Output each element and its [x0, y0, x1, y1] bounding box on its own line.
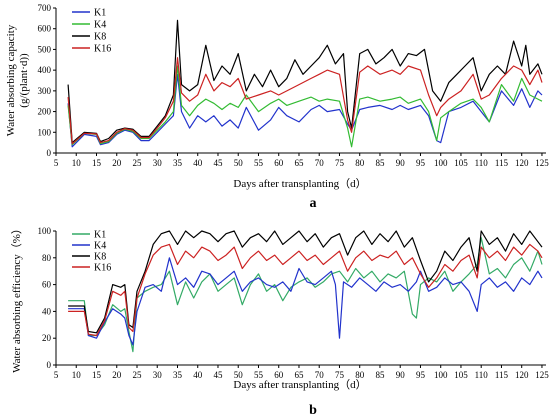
x-tick-label: 85 [375, 158, 385, 168]
x-tick-label: 120 [515, 158, 529, 168]
x-tick-label: 105 [454, 158, 468, 168]
panel-b-axes: 0 20 40 60 80 100 5 10 15 20 25 30 35 40 45 50 55 60 65 70 7… [38, 226, 550, 380]
legend-label-k16: K16 [94, 263, 111, 274]
series-line-k8 [67, 19, 543, 144]
x-tick-label: 50 [234, 158, 244, 168]
series-line-k4 [68, 257, 543, 346]
x-tick-label: 95 [416, 370, 426, 380]
legend-label-k4: K4 [94, 241, 106, 252]
y-tick-label: 200 [38, 107, 52, 117]
x-tick-label: 70 [315, 370, 325, 380]
x-tick-label: 15 [92, 158, 102, 168]
x-tick-label: 25 [132, 370, 142, 380]
panel-b-label: b [309, 403, 317, 418]
x-tick-label: 60 [274, 158, 284, 168]
x-tick-label: 25 [132, 158, 142, 168]
x-tick-label: 30 [153, 158, 163, 168]
x-tick-label: 45 [213, 370, 223, 380]
y-tick-label: 20 [42, 333, 52, 343]
x-tick-label: 90 [396, 370, 406, 380]
x-tick-label: 15 [92, 370, 102, 380]
series-line-k4 [67, 65, 543, 148]
x-tick-label: 60 [274, 370, 284, 380]
x-tick-label: 85 [375, 370, 385, 380]
legend-label-k4: K4 [94, 20, 106, 31]
x-tick-label: 125 [535, 370, 549, 380]
panel-a-series [67, 19, 543, 148]
x-tick-label: 90 [396, 158, 406, 168]
legend-label-k1: K1 [94, 230, 106, 241]
series-line-k8 [68, 230, 543, 334]
x-tick-label: 75 [335, 158, 345, 168]
x-tick-label: 10 [72, 158, 82, 168]
x-tick-label: 30 [153, 370, 163, 380]
series-line-k16 [68, 243, 543, 337]
y-tick-label: 100 [38, 226, 52, 236]
x-tick-label: 45 [213, 158, 223, 168]
x-tick-label: 105 [454, 370, 468, 380]
legend-label-k16: K16 [94, 44, 111, 55]
legend-label-k8: K8 [94, 32, 106, 43]
y-tick-label: 500 [38, 44, 52, 54]
series-line-k1 [67, 73, 543, 148]
panel-a-label: a [310, 196, 317, 211]
panel-a-axes: 0 100 200 300 400 500 600 700 5 10 15 20 25 30 35 40 45 5… [38, 3, 550, 168]
panel-a: 0 100 200 300 400 500 600 700 5 10 15 20 25 30 35 40 45 5… [5, 3, 549, 211]
legend-label-k8: K8 [94, 252, 106, 263]
y-tick-label: 40 [42, 306, 52, 316]
y-tick-label: 60 [42, 280, 52, 290]
y-tick-label: 0 [47, 360, 52, 370]
y-tick-label: 100 [38, 127, 52, 137]
panel-b-x-axis-label: Days after transplanting（d） [233, 378, 366, 391]
x-tick-label: 65 [294, 370, 304, 380]
x-tick-label: 80 [355, 158, 365, 168]
panel-a-y-axis-label: Water absorbing capacity(g/(plant·d)) [5, 24, 30, 136]
x-tick-label: 100 [434, 370, 448, 380]
y-tick-label: 0 [47, 148, 52, 158]
y-tick-label: 600 [38, 24, 52, 34]
x-tick-label: 115 [495, 158, 509, 168]
panel-a-x-axis-label: Days after transplanting（d） [233, 177, 366, 190]
y-tick-label: 300 [38, 86, 52, 96]
legend-label-k1: K1 [94, 8, 106, 19]
x-tick-label: 35 [173, 158, 183, 168]
x-tick-label: 70 [315, 158, 325, 168]
x-tick-label: 55 [254, 370, 264, 380]
x-tick-label: 80 [355, 370, 365, 380]
x-tick-label: 50 [234, 370, 244, 380]
x-tick-label: 20 [112, 158, 122, 168]
x-tick-label: 75 [335, 370, 345, 380]
x-tick-label: 20 [112, 370, 122, 380]
x-tick-label: 5 [54, 370, 59, 380]
series-line-k16 [67, 57, 543, 145]
y-tick-label: 80 [42, 253, 52, 263]
x-tick-label: 55 [254, 158, 264, 168]
x-tick-label: 125 [535, 158, 549, 168]
x-tick-label: 110 [475, 370, 489, 380]
x-tick-label: 65 [294, 158, 304, 168]
x-tick-label: 95 [416, 158, 426, 168]
panel-b-series [68, 230, 543, 353]
y-tick-label: 400 [38, 65, 52, 75]
x-tick-label: 100 [434, 158, 448, 168]
x-tick-label: 10 [72, 370, 82, 380]
x-tick-label: 115 [495, 370, 509, 380]
x-tick-label: 5 [54, 158, 59, 168]
y-tick-label: 700 [38, 3, 52, 13]
x-tick-label: 35 [173, 370, 183, 380]
panel-b: 0 20 40 60 80 100 5 10 15 20 25 30 35 40 45 50 55 60 65 70 7… [10, 223, 549, 418]
panel-b-y-axis-label: Water absorbing efficiency（%） [10, 223, 23, 373]
x-tick-label: 40 [193, 370, 203, 380]
x-tick-label: 40 [193, 158, 203, 168]
x-tick-label: 110 [475, 158, 489, 168]
x-tick-label: 120 [515, 370, 529, 380]
